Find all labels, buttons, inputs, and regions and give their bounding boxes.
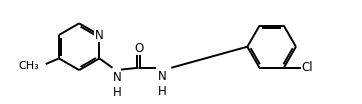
Text: Cl: Cl [302,61,313,74]
Text: O: O [134,42,143,55]
Text: N: N [95,28,104,41]
Text: N
H: N H [113,71,122,100]
Text: CH₃: CH₃ [18,61,39,71]
Text: N
H: N H [157,70,167,98]
